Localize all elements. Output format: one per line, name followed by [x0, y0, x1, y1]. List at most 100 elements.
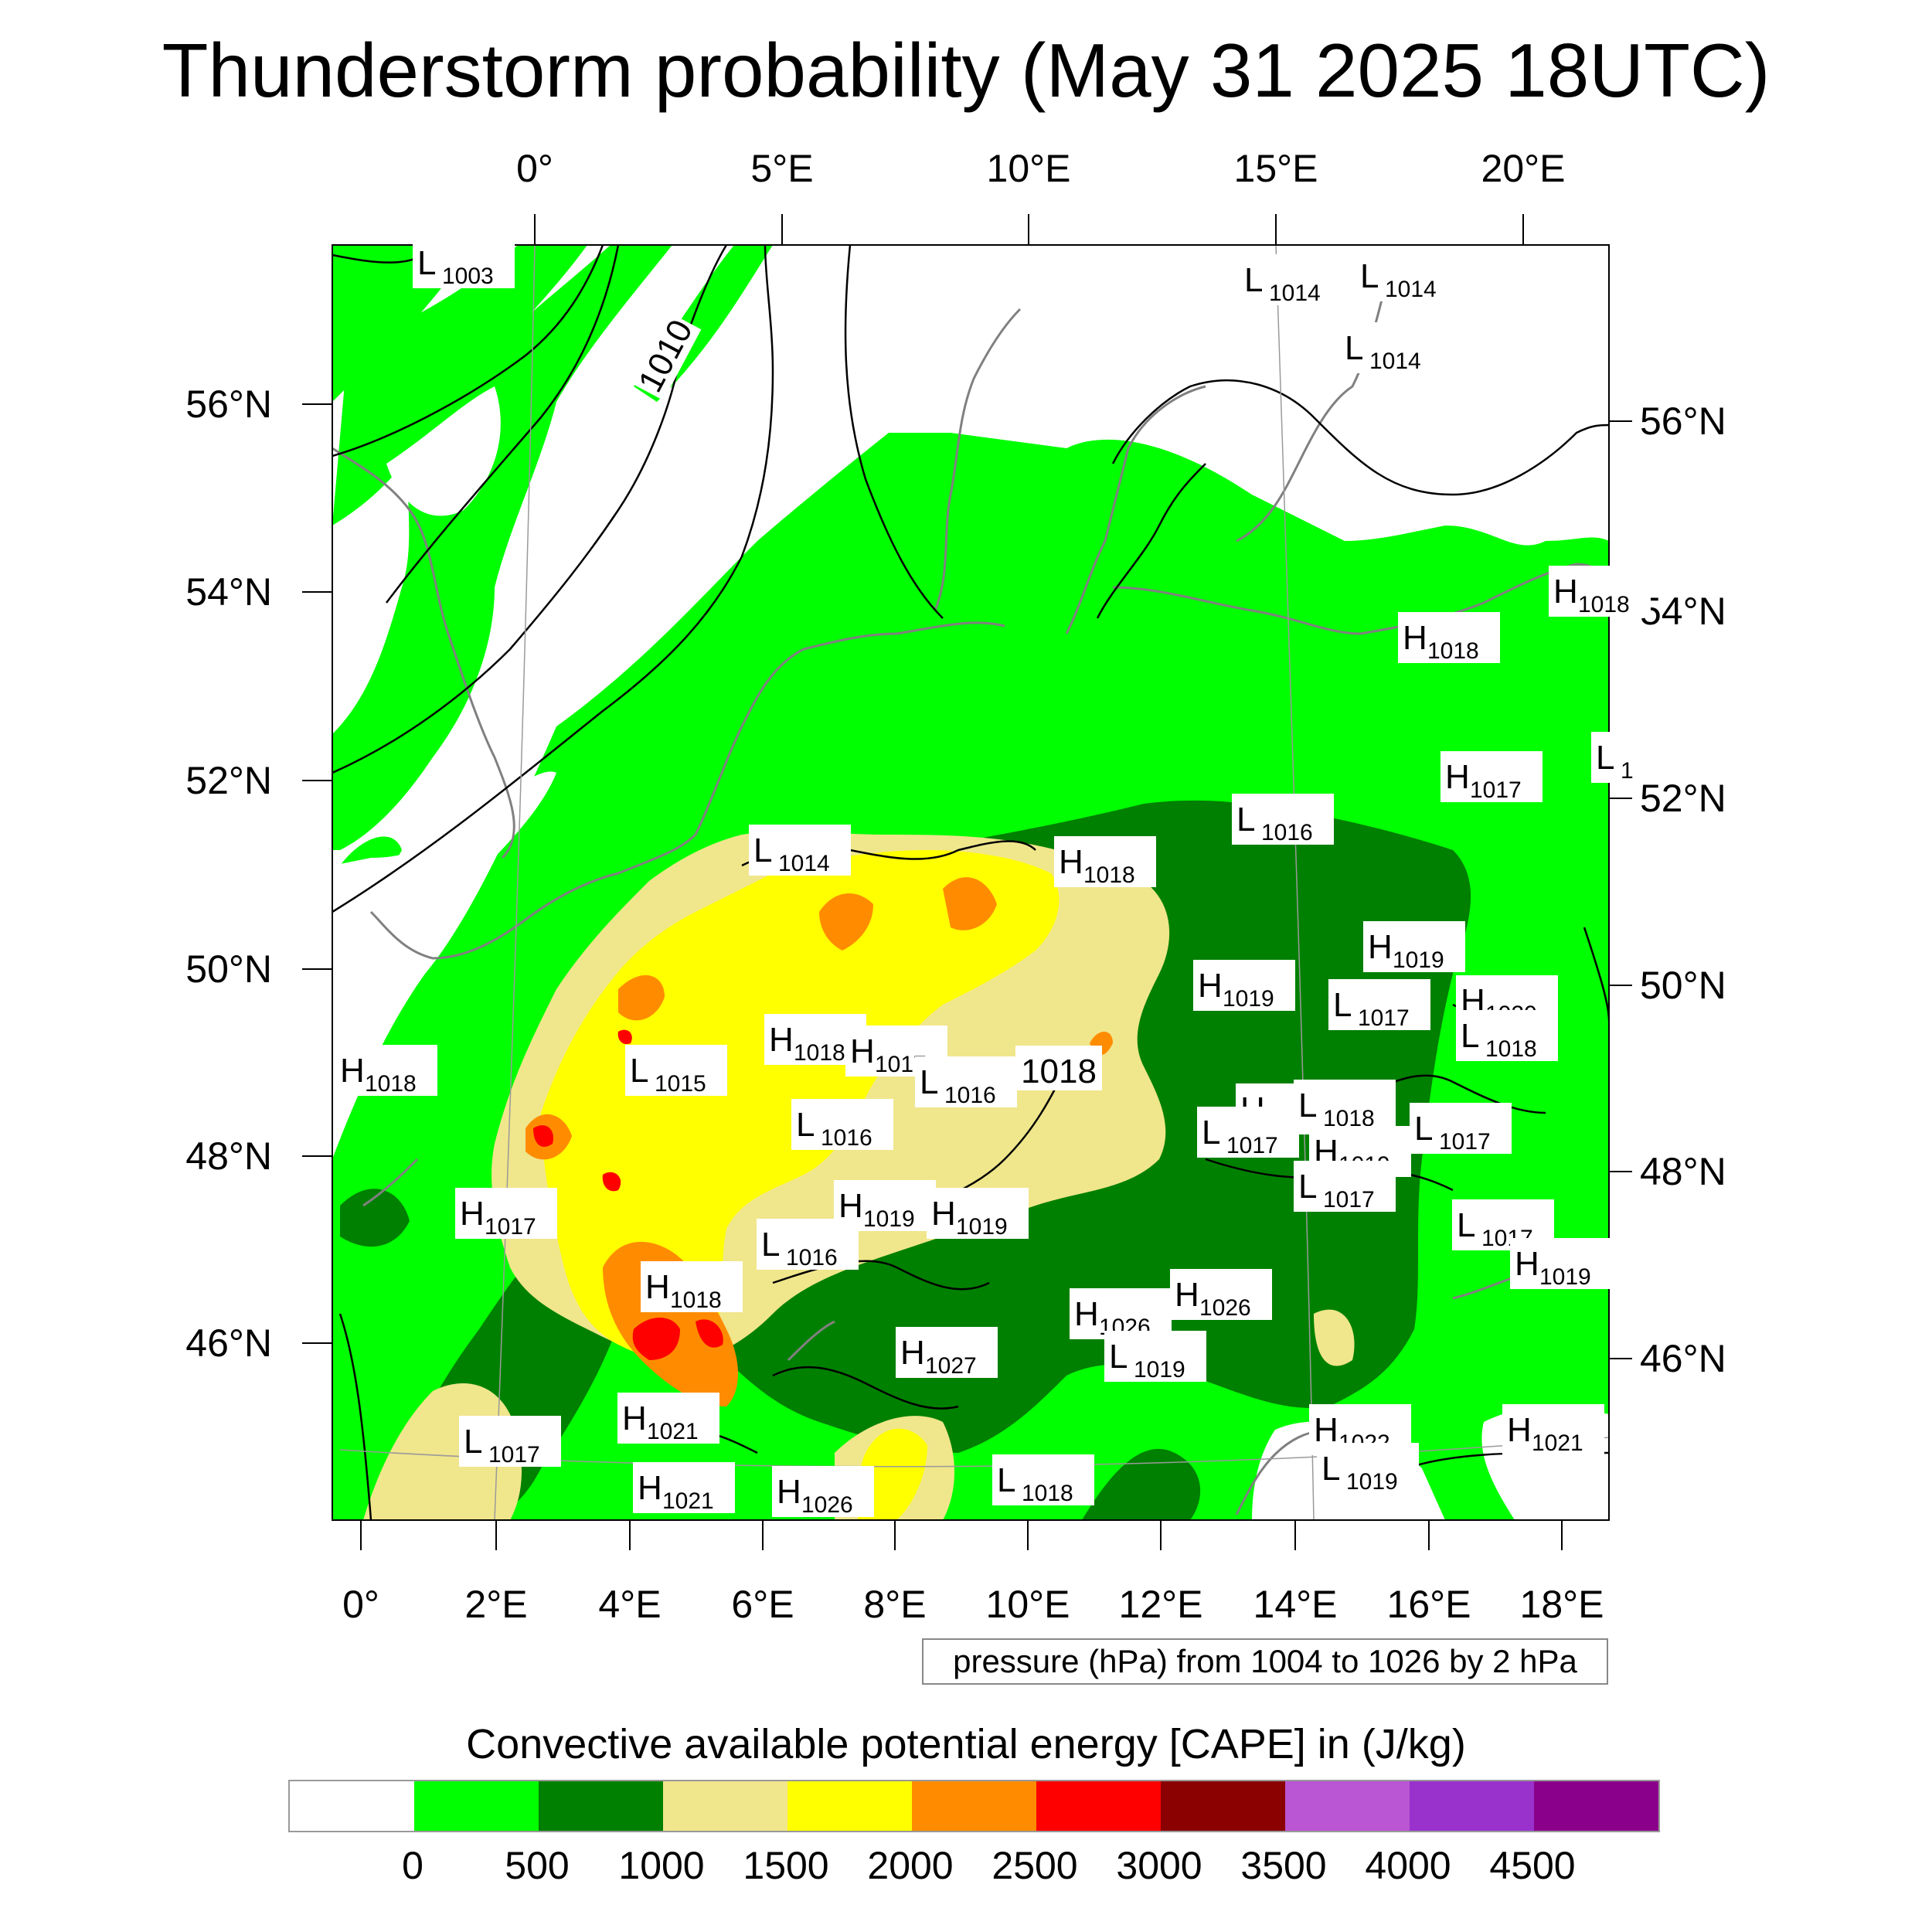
left-lat-label: 50°N: [185, 947, 272, 991]
pressure-system-value: 1017: [1358, 1005, 1410, 1031]
colorbar-tick-label: 500: [505, 1844, 570, 1887]
colorbar-swatch: [290, 1781, 414, 1831]
pressure-system-letter: H: [838, 1187, 863, 1225]
pressure-system-letter: H: [931, 1195, 956, 1233]
pressure-system-letter: H: [460, 1195, 485, 1233]
right-lat-label: 50°N: [1640, 964, 1726, 1007]
pressure-system-letter: L: [1461, 1017, 1479, 1055]
pressure-system-letter: H: [1515, 1245, 1539, 1283]
pressure-system-letter: H: [1553, 573, 1578, 611]
bottom-lon-label: 16°E: [1386, 1583, 1471, 1626]
pressure-system-letter: L: [761, 1226, 780, 1264]
colorbar-swatch: [1534, 1781, 1658, 1831]
low-pressure-label: L 1014: [1240, 254, 1342, 306]
pressure-system-value: 1014: [1369, 349, 1421, 374]
left-lat-label: 46°N: [185, 1321, 272, 1365]
top-lon-label: 15°E: [1233, 147, 1318, 190]
colorbar-swatch: [1036, 1781, 1161, 1831]
pressure-system-value: 1014: [778, 851, 830, 876]
pressure-system-value: 1019: [1134, 1357, 1185, 1383]
pressure-system-value: 1019: [1223, 986, 1274, 1012]
pressure-system-value: 1017: [1323, 1187, 1375, 1213]
colorbar-tick-label: 3500: [1240, 1844, 1327, 1887]
map-title: Thunderstorm probability (May 31 2025 18…: [162, 28, 1770, 113]
pressure-system-value: 1017: [1470, 777, 1522, 803]
pressure-system-letter: H: [777, 1473, 801, 1511]
high-pressure-label: H 1026: [1170, 1269, 1272, 1321]
pressure-system-letter: L: [1298, 1168, 1317, 1206]
high-pressure-label: H 1018: [1398, 612, 1500, 664]
pressure-system-letter: L: [1109, 1338, 1128, 1376]
high-pressure-label: H 1018: [1549, 566, 1651, 617]
low-pressure-label: L 1017: [1294, 1161, 1396, 1213]
pressure-system-letter: L: [1321, 1450, 1340, 1488]
low-pressure-label: L 1014: [749, 825, 851, 876]
pressure-system-letter: L: [1414, 1110, 1433, 1148]
low-pressure-label: L 1016: [791, 1099, 893, 1151]
colorbar: [288, 1780, 1660, 1832]
bottom-lon-label: 4°E: [598, 1583, 662, 1626]
low-pressure-label: L 1016: [915, 1056, 1017, 1108]
pressure-system-letter: H: [769, 1021, 794, 1059]
colorbar-swatch: [1285, 1781, 1410, 1831]
pressure-system-letter: L: [997, 1461, 1015, 1499]
pressure-system-letter: L: [630, 1052, 648, 1090]
pressure-system-letter: L: [1298, 1087, 1317, 1124]
right-lat-label: 48°N: [1640, 1150, 1726, 1193]
left-lat-label: 54°N: [185, 570, 272, 614]
pressure-system-value: 1018: [1578, 592, 1630, 617]
high-pressure-label: H 1017: [845, 1026, 947, 1077]
low-pressure-label: L 1017: [1410, 1103, 1512, 1155]
top-lon-label: 10°E: [986, 147, 1071, 190]
pressure-system-value: 1021: [1532, 1430, 1583, 1456]
colorbar-tick-label: 2000: [867, 1844, 954, 1887]
pressure-system-value: 1016: [821, 1125, 872, 1151]
colorbar-tick-label: 4000: [1365, 1844, 1451, 1887]
pressure-system-value: 1027: [925, 1353, 977, 1379]
bottom-lon-label: 12°E: [1118, 1583, 1203, 1626]
high-pressure-label: H 1017: [1440, 751, 1543, 803]
low-pressure-label: L 1017: [1328, 979, 1430, 1031]
colorbar-tick-label: 1000: [618, 1844, 705, 1887]
pressure-system-value: 1018: [1022, 1481, 1073, 1506]
pressure-system-value: 1014: [1385, 277, 1437, 302]
low-pressure-label: L 1017: [1197, 1107, 1299, 1158]
left-lat-label: 48°N: [185, 1134, 272, 1178]
bottom-lon-label: 18°E: [1519, 1583, 1604, 1626]
isobar-label: 1018: [1021, 1053, 1097, 1090]
pressure-system-value: 1017: [488, 1442, 540, 1468]
pressure-system-letter: H: [1403, 619, 1427, 657]
pressure-system-value: 1: [1621, 758, 1634, 784]
pressure-system-value: 1019: [1539, 1264, 1591, 1290]
right-lat-label: 46°N: [1640, 1337, 1726, 1380]
pressure-system-value: 1016: [786, 1245, 838, 1270]
pressure-system-value: 1019: [863, 1206, 915, 1232]
colorbar-title: Convective available potential energy [C…: [466, 1721, 1466, 1767]
right-lat-label: 54°N: [1640, 590, 1726, 633]
low-pressure-label: L 1003: [413, 237, 515, 289]
pressure-system-value: 1018: [1083, 862, 1135, 888]
pressure-system-value: 1018: [794, 1040, 845, 1066]
low-pressure-label: L 1018: [1456, 1010, 1558, 1062]
pressure-system-letter: L: [1236, 801, 1255, 838]
pressure-system-value: 1017: [485, 1214, 536, 1240]
pressure-system-letter: L: [1345, 329, 1363, 367]
bottom-lon-label: 0°: [342, 1583, 379, 1626]
pressure-system-letter: H: [1314, 1411, 1338, 1449]
colorbar-swatch: [787, 1781, 912, 1831]
left-lat-label: 56°N: [185, 383, 272, 426]
right-lat-label: 56°N: [1640, 400, 1726, 443]
high-pressure-label: H 1018: [1054, 836, 1156, 888]
pressure-system-letter: H: [1507, 1411, 1532, 1449]
pressure-system-letter: L: [1360, 257, 1379, 295]
cape-zone-2500-3000: [533, 1029, 723, 1360]
pressure-system-value: 1026: [801, 1492, 853, 1518]
pressure-system-letter: L: [1333, 986, 1352, 1024]
pressure-system-value: 1026: [1199, 1295, 1251, 1321]
colorbar-tick-label: 4500: [1489, 1844, 1576, 1887]
